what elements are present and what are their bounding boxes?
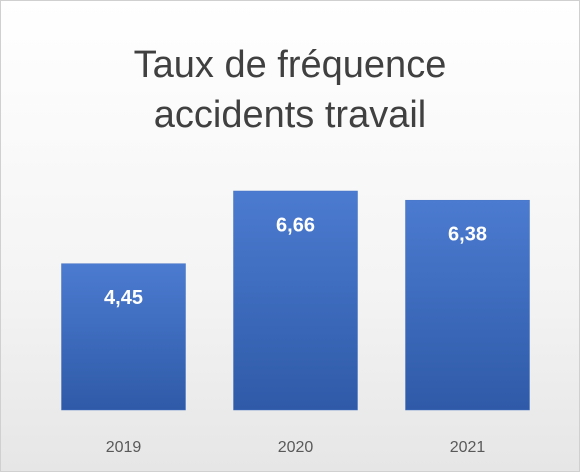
x-tick-label: 2019: [106, 439, 142, 456]
x-tick-label: 2021: [450, 439, 486, 456]
bar: [405, 199, 530, 411]
data-label: 6,38: [448, 223, 487, 245]
bar: [61, 263, 186, 411]
chart-title: Taux de fréquence accidents travail: [133, 44, 447, 136]
data-label: 6,66: [276, 214, 315, 236]
x-tick-label: 2020: [278, 439, 314, 456]
bar: [233, 190, 358, 411]
data-label: 4,45: [104, 287, 143, 309]
